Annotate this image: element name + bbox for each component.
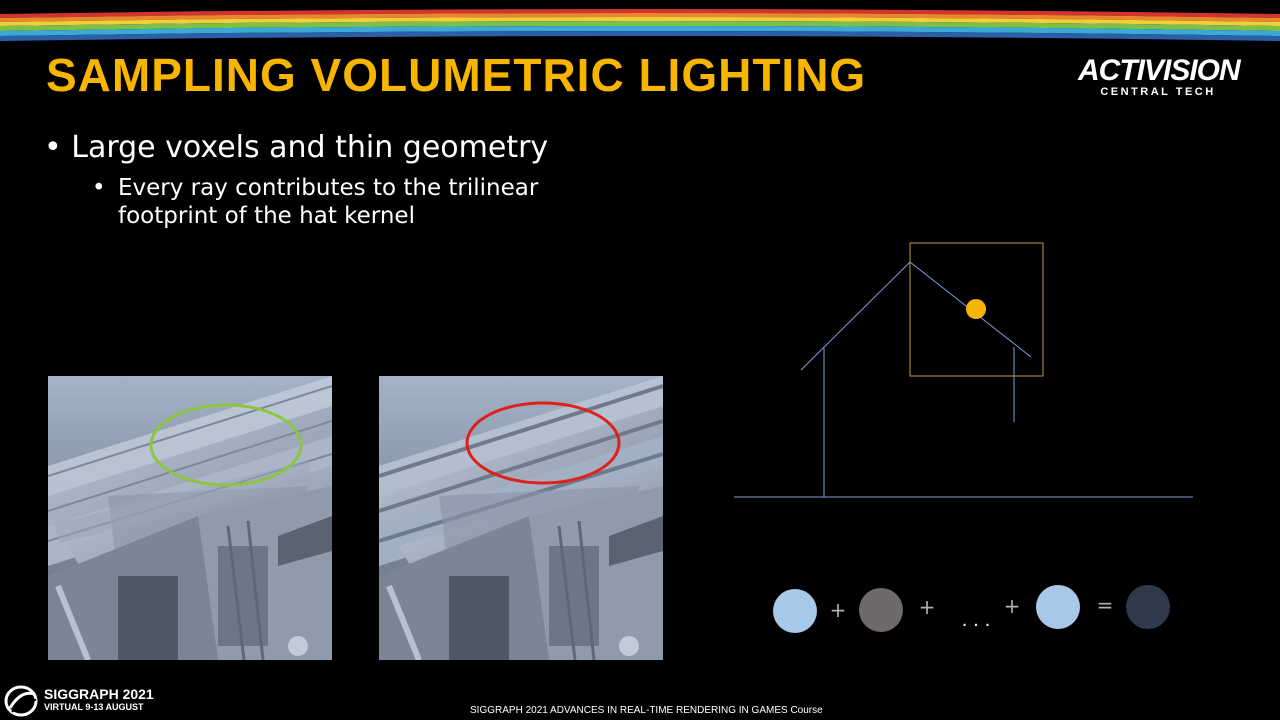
siggraph-event: SIGGRAPH 2021 <box>44 686 154 702</box>
ellipsis: . . . <box>962 610 991 631</box>
hat-kernel-diagram: + + . . . + = <box>720 230 1220 650</box>
sample-circle-gray <box>859 588 903 632</box>
render-illustration-artifact <box>379 376 663 660</box>
bullet-level2-text: Every ray contributes to the trilinear f… <box>118 174 608 230</box>
slide-title: SAMPLING VOLUMETRIC LIGHTING <box>46 48 866 102</box>
equals-sign: = <box>1097 593 1114 617</box>
bullet-level1: • Large voxels and thin geometry <box>44 130 548 165</box>
render-image-artifact <box>379 376 663 660</box>
sample-circle-light-last <box>1036 585 1080 629</box>
roof-line <box>801 262 1031 370</box>
siggraph-dates: VIRTUAL 9-13 AUGUST <box>44 702 144 712</box>
plus-sign-1: + <box>830 598 847 622</box>
render-image-good <box>48 376 332 660</box>
sample-circle-light <box>773 589 817 633</box>
render-illustration-good <box>48 376 332 660</box>
siggraph-logo-icon <box>2 682 42 718</box>
rainbow-stripes <box>0 0 1280 46</box>
plus-sign-2: + <box>919 595 936 619</box>
light-sample-point <box>966 299 986 319</box>
bullet-dot: • <box>92 174 106 202</box>
plus-sign-3: + <box>1004 594 1021 618</box>
bullet-level1-text: Large voxels and thin geometry <box>71 130 548 165</box>
result-circle <box>1126 585 1170 629</box>
logo-brand: ACTIVISION <box>1078 56 1228 86</box>
course-footer: SIGGRAPH 2021 ADVANCES IN REAL-TIME REND… <box>470 705 840 716</box>
logo-division: CENTRAL TECH <box>1088 86 1228 98</box>
activision-logo: ACTIVISION CENTRAL TECH <box>1078 56 1228 98</box>
